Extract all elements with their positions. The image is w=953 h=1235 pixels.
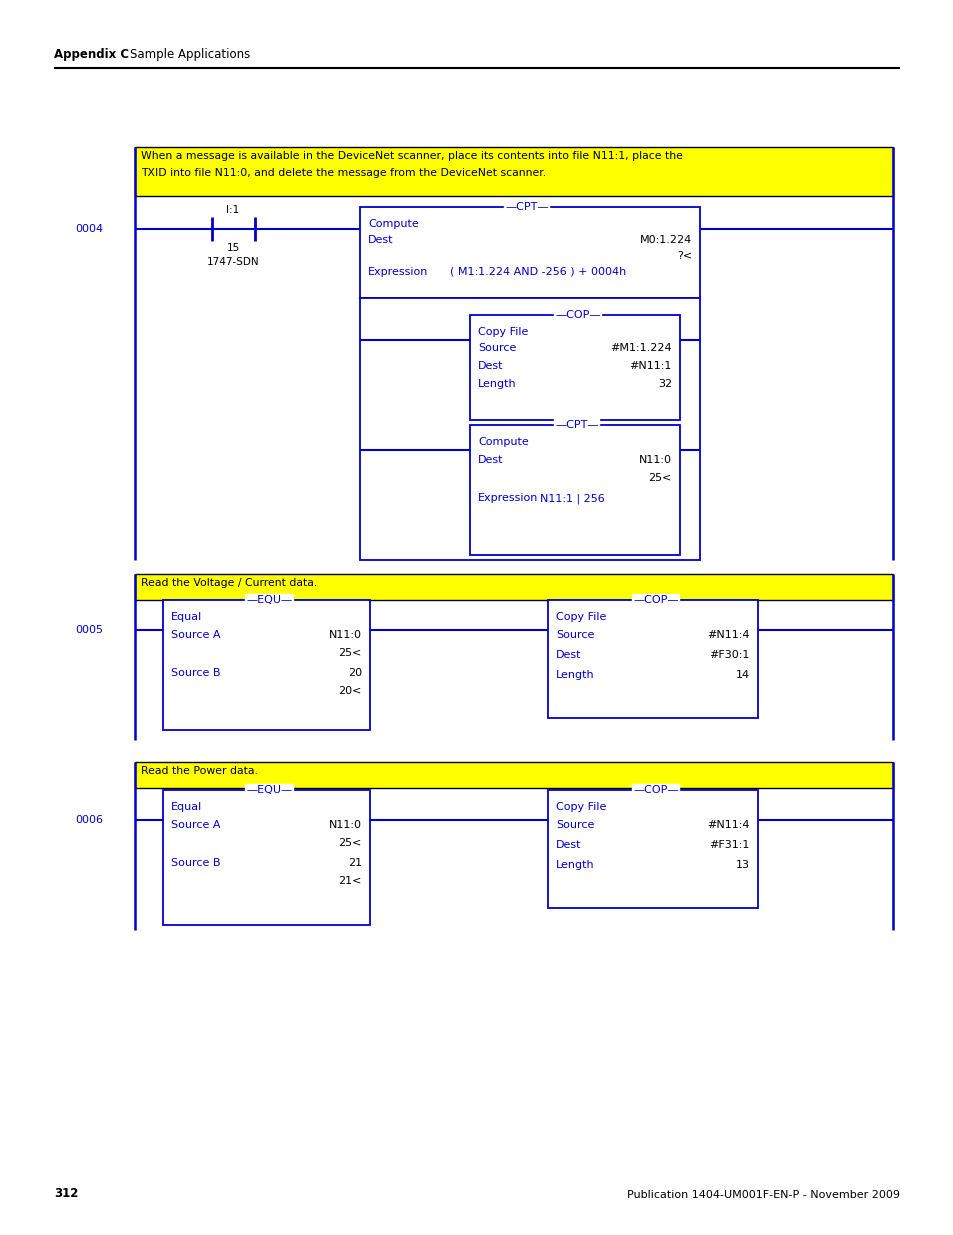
Text: N11:0: N11:0 — [329, 630, 361, 640]
Text: I:1: I:1 — [226, 205, 239, 215]
Text: —CPT—: —CPT— — [504, 203, 548, 212]
Text: Source A: Source A — [171, 630, 220, 640]
Text: Read the Voltage / Current data.: Read the Voltage / Current data. — [141, 578, 317, 588]
Text: —COP—: —COP— — [633, 785, 678, 795]
Bar — [470, 315, 679, 420]
Text: Source A: Source A — [171, 820, 220, 830]
Text: 312: 312 — [54, 1187, 78, 1200]
Text: #F31:1: #F31:1 — [709, 840, 749, 850]
Bar — [135, 147, 892, 196]
Text: 25<: 25< — [338, 648, 361, 658]
Text: —COP—: —COP— — [633, 595, 678, 605]
Text: Length: Length — [556, 671, 594, 680]
Bar — [470, 425, 679, 555]
Text: M0:1.224: M0:1.224 — [639, 235, 691, 245]
Text: Compute: Compute — [477, 437, 528, 447]
Text: Copy File: Copy File — [556, 613, 606, 622]
Text: 13: 13 — [735, 860, 749, 869]
Text: Copy File: Copy File — [556, 802, 606, 811]
Text: 20: 20 — [348, 668, 361, 678]
Text: Expression: Expression — [368, 267, 428, 277]
Text: 21: 21 — [348, 858, 361, 868]
Text: Dest: Dest — [368, 235, 393, 245]
Text: ( M1:1.224 AND -256 ) + 0004h: ( M1:1.224 AND -256 ) + 0004h — [450, 267, 625, 277]
Text: Compute: Compute — [368, 219, 418, 228]
Text: #M1:1.224: #M1:1.224 — [610, 343, 671, 353]
Text: ?<: ?< — [677, 251, 691, 261]
Text: Length: Length — [477, 379, 517, 389]
Text: Equal: Equal — [171, 613, 202, 622]
Bar — [163, 790, 370, 925]
Text: 14: 14 — [735, 671, 749, 680]
Text: 25<: 25< — [338, 839, 361, 848]
Text: Source: Source — [556, 820, 594, 830]
Bar — [135, 574, 892, 600]
Text: Dest: Dest — [556, 650, 581, 659]
Text: Source: Source — [556, 630, 594, 640]
Text: Dest: Dest — [477, 454, 503, 466]
Bar — [359, 207, 700, 298]
Text: 32: 32 — [658, 379, 671, 389]
Text: —COP—: —COP— — [555, 310, 599, 320]
Text: 21<: 21< — [338, 876, 361, 885]
Text: N11:1 | 256: N11:1 | 256 — [539, 493, 604, 504]
Text: 25<: 25< — [648, 473, 671, 483]
Text: Copy File: Copy File — [477, 327, 528, 337]
Text: Equal: Equal — [171, 802, 202, 811]
Text: N11:0: N11:0 — [329, 820, 361, 830]
Text: #N11:4: #N11:4 — [707, 820, 749, 830]
Bar — [547, 600, 758, 718]
Text: When a message is available in the DeviceNet scanner, place its contents into fi: When a message is available in the Devic… — [141, 151, 682, 161]
Text: Dest: Dest — [556, 840, 581, 850]
Text: 0006: 0006 — [75, 815, 103, 825]
Text: Expression: Expression — [477, 493, 537, 503]
Text: —CPT—: —CPT— — [555, 420, 598, 430]
Text: Length: Length — [556, 860, 594, 869]
Text: #N11:1: #N11:1 — [629, 361, 671, 370]
Text: Source B: Source B — [171, 668, 220, 678]
Text: #F30:1: #F30:1 — [709, 650, 749, 659]
Text: Sample Applications: Sample Applications — [130, 48, 250, 61]
Text: TXID into file N11:0, and delete the message from the DeviceNet scanner.: TXID into file N11:0, and delete the mes… — [141, 168, 545, 178]
Text: —EQU—: —EQU— — [246, 595, 292, 605]
Text: Source: Source — [477, 343, 516, 353]
Text: Read the Power data.: Read the Power data. — [141, 766, 257, 776]
Text: Publication 1404-UM001F-EN-P - November 2009: Publication 1404-UM001F-EN-P - November … — [626, 1191, 899, 1200]
Bar — [547, 790, 758, 908]
Bar — [135, 762, 892, 788]
Text: #N11:4: #N11:4 — [707, 630, 749, 640]
Text: 0004: 0004 — [75, 224, 103, 233]
Text: Source B: Source B — [171, 858, 220, 868]
Text: 1747-SDN: 1747-SDN — [207, 257, 259, 267]
Text: Appendix C: Appendix C — [54, 48, 129, 61]
Text: 20<: 20< — [338, 685, 361, 697]
Text: 0005: 0005 — [75, 625, 103, 635]
Bar — [359, 298, 700, 559]
Bar — [163, 600, 370, 730]
Text: Dest: Dest — [477, 361, 503, 370]
Text: 15: 15 — [226, 243, 239, 253]
Text: N11:0: N11:0 — [639, 454, 671, 466]
Text: —EQU—: —EQU— — [246, 785, 292, 795]
